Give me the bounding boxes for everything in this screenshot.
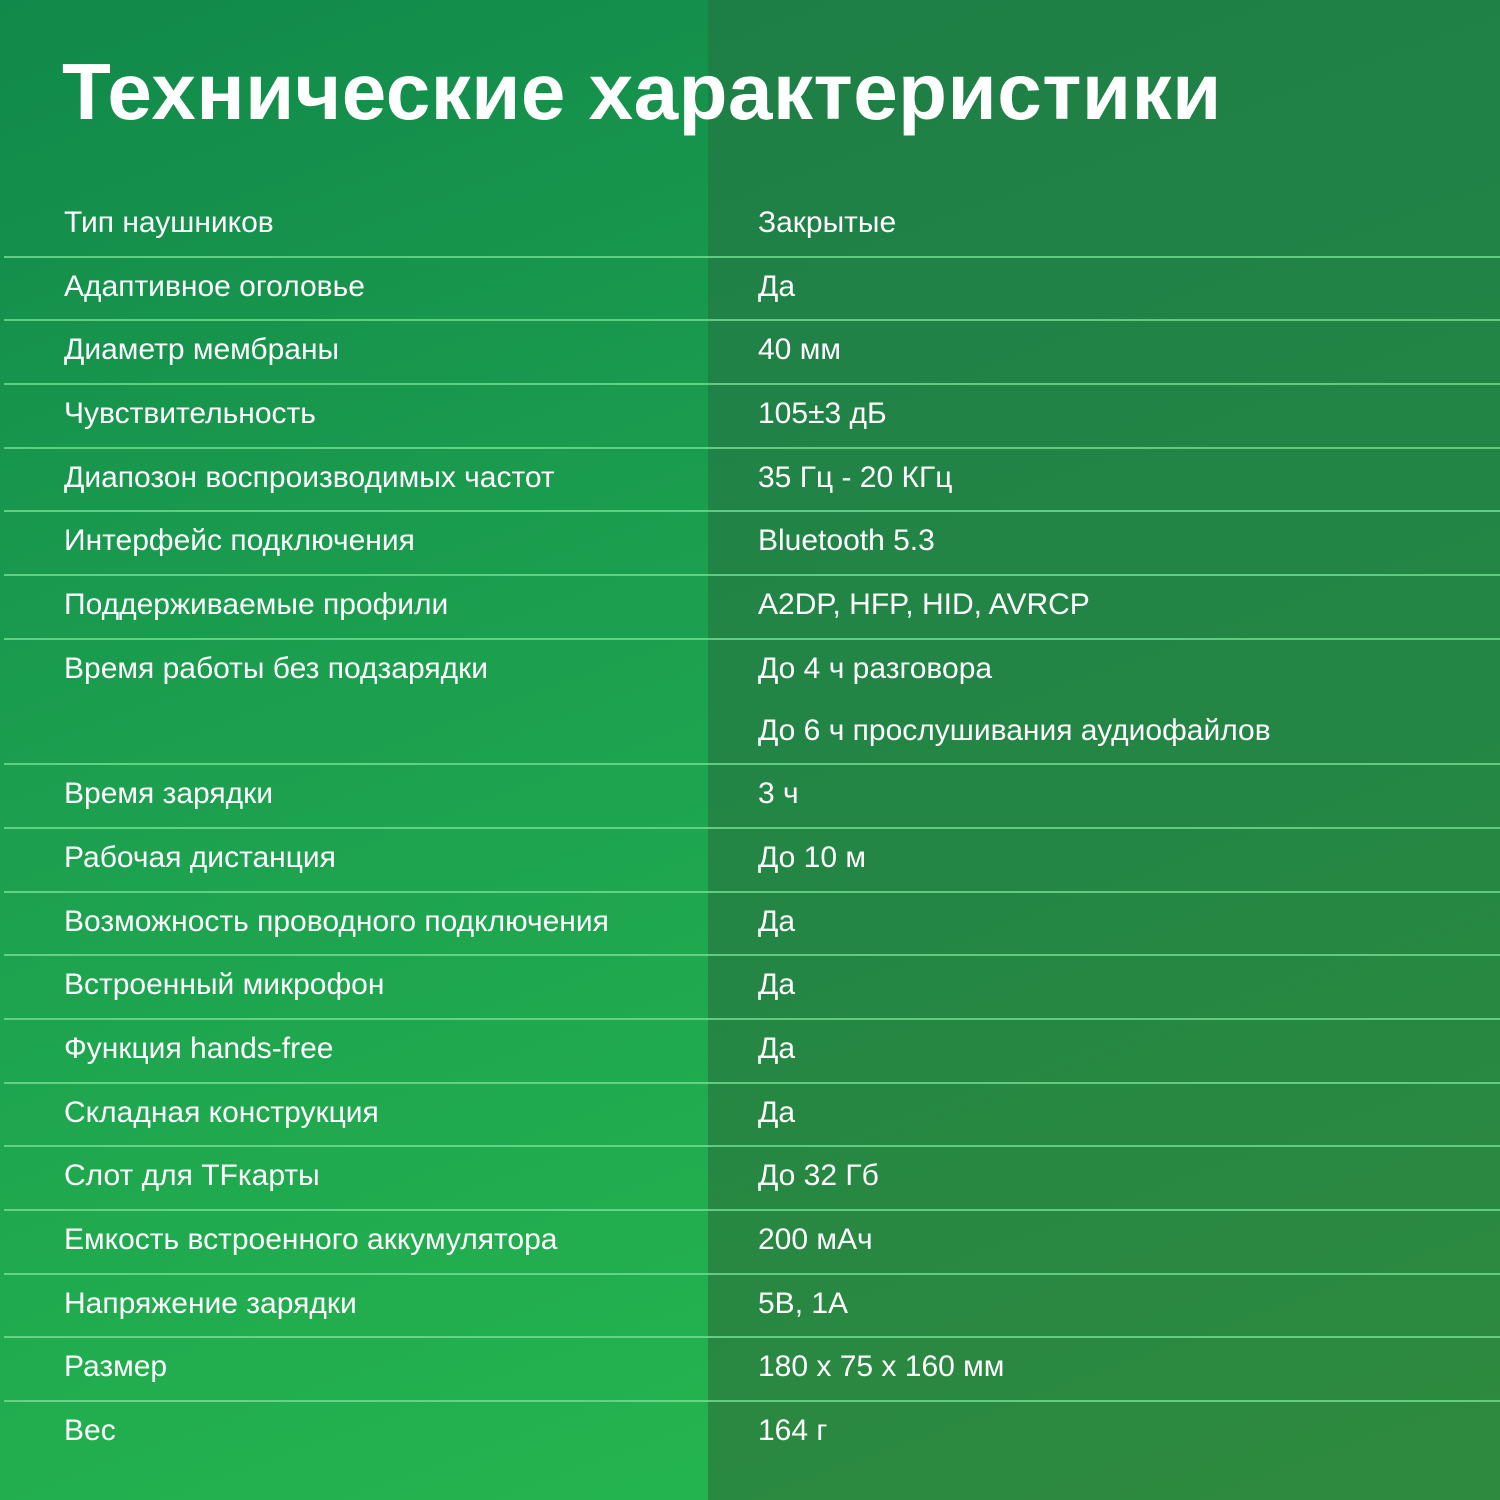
spec-row: Интерфейс подключения Bluetooth 5.3 (4, 512, 1500, 577)
spec-label: Возможность проводного подключения (64, 904, 609, 938)
spec-value: 35 Гц - 20 КГц (758, 460, 953, 494)
spec-label: Интерфейс подключения (64, 524, 415, 558)
spec-values: Да (758, 905, 795, 967)
spec-row: Слот для TFкарты До 32 Гб (4, 1147, 1500, 1212)
spec-values: До 4 ч разговора До 6 ч прослушивания ауд… (758, 652, 1271, 775)
spec-value: 200 мАч (758, 1223, 873, 1257)
spec-values: Да (758, 1032, 795, 1094)
spec-value: 3 ч (758, 777, 799, 811)
spec-label: Рабочая дистанция (64, 840, 336, 874)
spec-values: 35 Гц - 20 КГц (758, 461, 952, 523)
spec-row: Функция hands-free Да (4, 1020, 1500, 1084)
spec-label: Напряжение зарядки (64, 1286, 357, 1320)
spec-value: Да (758, 968, 796, 1002)
spec-value: До 32 Гб (758, 1159, 879, 1193)
spec-label: Время зарядки (64, 777, 274, 811)
spec-values: 105±3 дБ (758, 397, 887, 459)
spec-row: Размер 180 x 75 x 160 мм (4, 1338, 1500, 1403)
spec-value: 105±3 дБ (758, 397, 887, 431)
spec-values: 164 г (758, 1414, 827, 1476)
spec-value: Да (758, 269, 796, 303)
spec-row: Емкость встроенного аккумулятора 200 мАч (4, 1211, 1500, 1275)
spec-label: Диапозон воспроизводимых частот (64, 460, 555, 494)
spec-values: Закрытые (758, 206, 896, 268)
spec-row: Диапозон воспроизводимых частот 35 Гц - 2… (4, 449, 1500, 513)
spec-row: Возможность проводного подключения Да (4, 893, 1500, 957)
spec-values: Да (758, 1096, 795, 1158)
spec-label: Тип наушников (64, 206, 274, 239)
spec-row: Рабочая дистанция До 10 м (4, 829, 1500, 893)
spec-value: Да (758, 1031, 796, 1065)
spec-label: Слот для TFкарты (64, 1159, 320, 1193)
spec-values: До 32 Гб (758, 1159, 879, 1221)
spec-values: 5В, 1А (758, 1287, 848, 1349)
spec-values: 200 мАч (758, 1223, 873, 1285)
spec-row: Напряжение зарядки 5В, 1А (4, 1275, 1500, 1339)
spec-value: 5В, 1А (758, 1286, 849, 1320)
spec-values: До 10 м (758, 841, 866, 903)
spec-value: Bluetooth 5.3 (758, 524, 935, 558)
spec-value: A2DP, HFP, HID, AVRCP (758, 588, 1090, 622)
spec-label: Чувствительность (64, 397, 316, 431)
spec-table: Тип наушников Закрытые Адаптивное оголовье… (0, 194, 1500, 1464)
spec-label: Встроенный микрофон (64, 968, 385, 1002)
spec-values: 180 x 75 x 160 мм (758, 1350, 1004, 1412)
spec-label: Складная конструкция (64, 1095, 379, 1129)
spec-label: Время работы без подзарядки (64, 651, 488, 685)
spec-row: Диаметр мембраны 40 мм (4, 321, 1500, 386)
spec-values: Да (758, 270, 795, 332)
spec-value: До 4 ч разговора (758, 651, 993, 685)
spec-label: Поддерживаемые профили (64, 588, 449, 622)
spec-label: Функция hands-free (64, 1031, 334, 1065)
spec-row: Встроенный микрофон Да (4, 956, 1500, 1020)
spec-value: Да (758, 904, 796, 938)
spec-row: Время работы без подзарядки До 4 ч разгов… (4, 640, 1500, 766)
spec-label: Емкость встроенного аккумулятора (64, 1223, 558, 1257)
spec-label: Адаптивное оголовье (64, 269, 365, 303)
spec-row: Время зарядки 3 ч (4, 765, 1500, 829)
spec-value: Да (758, 1095, 796, 1129)
spec-values: Bluetooth 5.3 (758, 524, 935, 586)
spec-value: До 10 м (758, 840, 867, 874)
spec-values: 3 ч (758, 777, 799, 839)
spec-row: Адаптивное оголовье Да (4, 258, 1500, 322)
right-column-background (708, 0, 1500, 1500)
spec-row: Поддерживаемые профили A2DP, HFP, HID, AV… (4, 576, 1500, 640)
spec-values: Да (758, 968, 795, 1030)
spec-values: A2DP, HFP, HID, AVRCP (758, 588, 1090, 650)
spec-label: Размер (64, 1350, 168, 1384)
spec-value: 40 мм (758, 333, 841, 367)
spec-label: Диаметр мембраны (64, 333, 340, 367)
spec-value: Закрытые (758, 206, 897, 239)
spec-value: До 6 ч прослушивания аудиофайлов (758, 713, 1271, 747)
page-title: Технические характеристики (62, 47, 1222, 136)
spec-values: 40 мм (758, 333, 841, 395)
spec-value: 164 г (758, 1414, 828, 1448)
spec-label: Вес (64, 1414, 116, 1448)
spec-row: Чувствительность 105±3 дБ (4, 385, 1500, 449)
spec-row: Складная конструкция Да (4, 1084, 1500, 1148)
spec-row: Тип наушников Закрытые (4, 194, 1500, 258)
spec-value: 180 x 75 x 160 мм (758, 1350, 1005, 1384)
spec-row: Вес 164 г (4, 1402, 1500, 1464)
